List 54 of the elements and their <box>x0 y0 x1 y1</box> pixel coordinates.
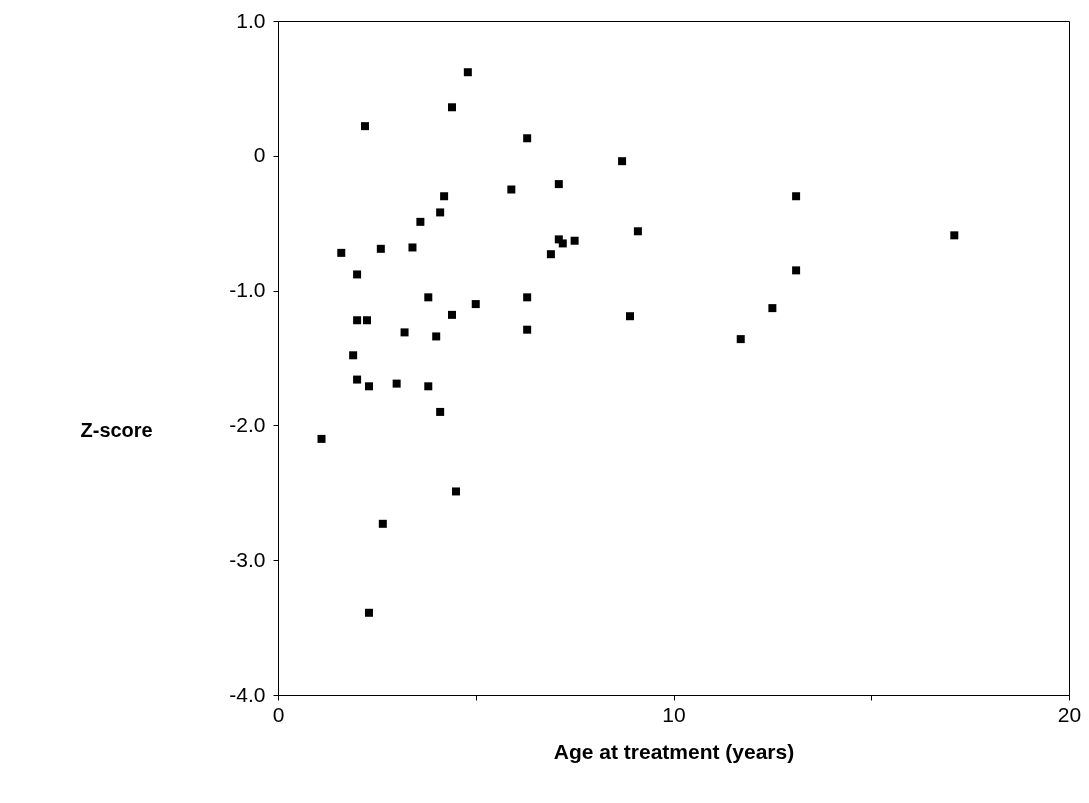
point <box>768 304 777 313</box>
point <box>451 487 460 496</box>
point <box>523 325 532 334</box>
point <box>432 332 441 341</box>
y-tick-label: 1.0 <box>236 8 266 32</box>
point <box>353 375 362 384</box>
point <box>448 310 457 319</box>
point <box>424 293 433 302</box>
x-tick-label: 20 <box>1057 702 1082 726</box>
point <box>792 266 801 275</box>
point <box>736 335 745 344</box>
point <box>633 227 642 236</box>
x-tick-label: 0 <box>272 702 285 726</box>
y-tick-label: -3.0 <box>229 547 266 571</box>
point <box>792 192 801 201</box>
point <box>618 157 627 166</box>
x-axis-title: Age at treatment (years) <box>553 739 795 763</box>
point <box>353 270 362 279</box>
point <box>392 379 401 388</box>
point <box>570 236 579 245</box>
point <box>378 519 387 528</box>
point <box>362 316 371 325</box>
point <box>436 407 445 416</box>
point <box>440 192 449 201</box>
point <box>364 382 373 391</box>
point <box>436 208 445 217</box>
point <box>523 293 532 302</box>
point <box>408 243 417 252</box>
point <box>353 316 362 325</box>
point <box>554 180 563 189</box>
point <box>361 122 370 131</box>
point <box>416 217 425 226</box>
point <box>625 312 634 321</box>
y-tick-label: 0 <box>253 143 266 167</box>
point <box>546 250 555 259</box>
point <box>448 103 457 112</box>
point <box>558 239 567 248</box>
point <box>471 300 480 309</box>
y-tick-label: -1.0 <box>229 278 266 302</box>
point <box>376 244 385 253</box>
point <box>463 68 472 77</box>
point <box>523 134 532 143</box>
y-tick-label: -2.0 <box>229 412 266 436</box>
point <box>424 382 433 391</box>
point <box>400 328 409 337</box>
point <box>507 185 516 194</box>
y-tick-label: -4.0 <box>229 682 266 706</box>
x-tick-label: 10 <box>662 702 686 726</box>
point <box>950 231 959 240</box>
point <box>317 434 326 443</box>
point <box>364 608 373 617</box>
y-axis-title: Z-score <box>80 418 153 441</box>
point <box>337 248 346 257</box>
point <box>349 351 358 360</box>
